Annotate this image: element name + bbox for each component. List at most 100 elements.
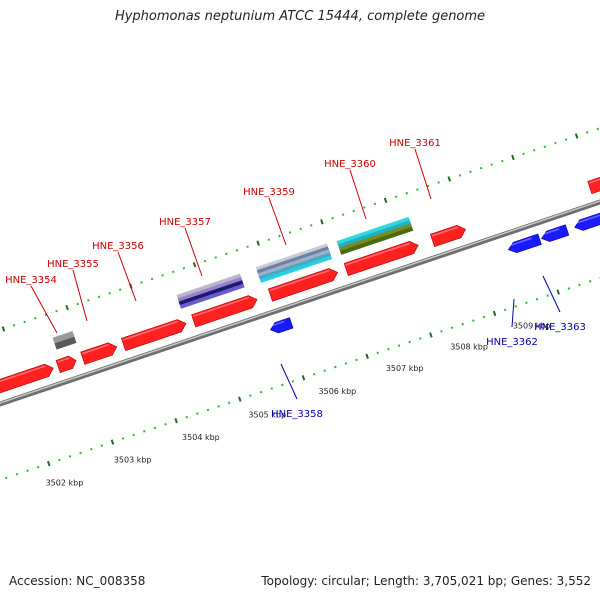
scale-tick [567,287,571,290]
scale-tick [161,274,164,277]
scale-tick [15,473,19,476]
scale-tick [214,256,218,259]
feature-block-slate [255,243,333,283]
scale-tick [267,238,271,241]
page-title: Hyphomonas neptunium ATCC 15444, complet… [114,9,486,24]
scale-tick [554,141,557,145]
scale-tick [97,295,101,299]
scale-tick [143,430,146,433]
backbone-highlight [0,200,600,404]
scale-tick [278,234,281,238]
gene-label: HNE_3357 [159,217,211,228]
scale-tick [363,206,366,209]
scale-tick [174,417,178,424]
kbp-label: 3502 kbp [46,479,84,488]
scale-tick [405,191,409,195]
scale-tick [588,280,592,283]
leader-line [280,363,298,400]
scale-tick [299,227,302,231]
leader-line [184,227,203,277]
scale-tick [352,209,355,213]
scale-tick [556,289,560,295]
scale-tick [235,249,239,252]
scale-tick [108,291,111,295]
accession-text: Accession: NC_008358 [9,574,146,588]
kbp-label: 3503 kbp [114,456,152,465]
scale-tick [472,319,475,322]
scale-tick [479,166,483,170]
scale-tick [564,138,568,141]
leader-line [414,148,432,200]
scale-tick [341,213,345,216]
leader-line [349,169,367,220]
scale-tick [532,149,536,152]
scale-tick [150,277,154,281]
scale-tick [291,380,295,383]
scale-tick [76,302,80,306]
scale-tick [47,460,51,467]
forward-gene-arrow [267,268,339,302]
scale-tick [23,320,26,324]
scale-tick [110,439,115,445]
gene-label: HNE_3359 [243,187,295,198]
scale-tick [312,372,316,376]
scale-tick [5,476,8,480]
scale-tick [281,383,284,387]
scale-tick [140,281,143,284]
scale-tick [458,174,462,177]
kbp-label: 3509 kbp [513,321,551,330]
leader-line [30,285,58,334]
leader-line [117,251,137,302]
scale-tick [34,316,37,320]
kbp-label: 3508 kbp [450,342,488,351]
feature-block-teal [336,216,414,255]
scale-tick [44,313,48,316]
reverse-gene-arrow [574,210,600,231]
forward-gene-arrow [55,355,77,374]
scale-tick [227,401,231,405]
forward-gene-arrow [191,295,258,328]
upper-scale-row [1,127,600,332]
scale-tick [535,297,539,301]
scale-tick [408,340,411,344]
scale-tick [203,259,207,263]
scale-tick [238,396,242,402]
scale-tick [365,353,369,360]
scale-tick [394,195,398,199]
forward-gene-arrow [587,176,600,195]
scale-tick [418,337,422,340]
forward-gene-arrow [343,241,419,277]
scale-tick [416,188,419,191]
scale-tick [26,469,29,472]
leader-line [542,275,561,313]
kbp-label: 3506 kbp [319,387,357,396]
feature-block-purple [176,273,245,309]
scale-tick [387,347,390,351]
scale-tick [397,344,401,347]
scale-tick [65,304,69,311]
scale-tick [426,184,430,188]
scale-tick [429,332,433,338]
scale-tick [36,465,40,469]
scale-tick [89,447,93,451]
gene-label: HNE_3358 [271,409,323,420]
gene-label: HNE_3354 [5,275,57,286]
scale-tick [288,231,292,234]
scale-tick [100,444,104,447]
scale-tick [320,219,324,225]
scale-tick [246,245,249,249]
scale-tick [1,326,6,332]
scale-tick [450,326,454,330]
gene-label: HNE_3356 [92,241,144,252]
topology-text: Topology: circular; Length: 3,705,021 bp… [261,574,591,588]
reverse-gene-arrow [541,224,570,242]
kbp-label: 3504 kbp [182,433,220,442]
scale-tick [522,152,525,156]
kbp-label: 3507 kbp [386,364,424,373]
leader-line [511,298,515,328]
scale-tick [525,301,528,305]
lower-scale-row [5,276,600,480]
scale-tick [270,387,273,390]
reverse-gene-arrow [507,233,542,254]
